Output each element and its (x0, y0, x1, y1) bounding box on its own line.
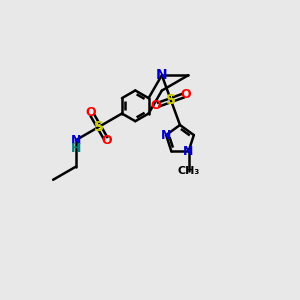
Text: N: N (156, 68, 168, 82)
Text: N: N (161, 129, 171, 142)
Text: O: O (150, 99, 161, 112)
Text: S: S (94, 120, 104, 134)
Text: O: O (102, 134, 112, 147)
Text: N: N (183, 145, 194, 158)
Text: CH₃: CH₃ (177, 166, 200, 176)
Text: H: H (71, 142, 81, 155)
Text: S: S (166, 93, 176, 107)
Text: O: O (181, 88, 191, 101)
Text: O: O (85, 106, 96, 119)
Text: N: N (71, 134, 81, 146)
